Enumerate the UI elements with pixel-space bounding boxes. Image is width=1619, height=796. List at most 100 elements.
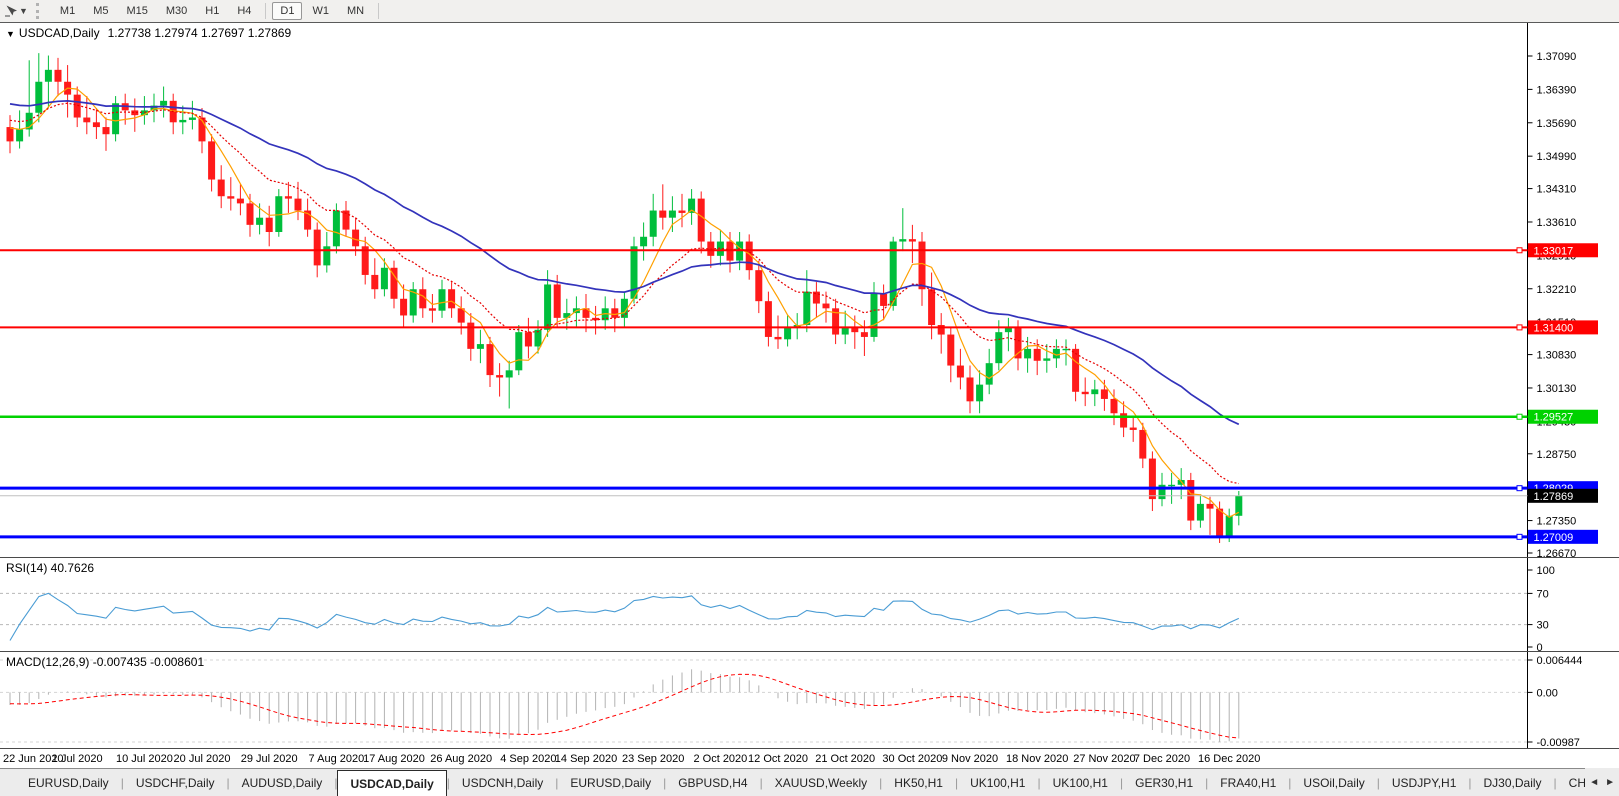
rsi-plot[interactable]: 100 70 30 0 [0,558,1619,651]
candle-body [428,308,436,311]
candle-body [1043,358,1051,361]
candle-body [6,127,14,142]
candle-body [966,377,974,402]
chart-tab-USDCHF-Daily[interactable]: USDCHF,Daily [135,775,215,790]
chart-tab-AUDUSD-Daily[interactable]: AUDUSD,Daily [241,775,323,790]
candle-body [553,284,561,318]
candle-body [25,112,33,130]
candle-body [371,274,379,290]
symbol-dropdown-icon[interactable]: ▼ [6,29,15,39]
candle-body [985,363,993,385]
candle-body [1196,503,1204,521]
rsi-indicator-panel[interactable]: RSI(14) 40.7626 100 70 30 0 [0,557,1619,652]
chart-tab-USOil-Daily[interactable]: USOil,Daily [1303,775,1365,790]
candle-body [112,103,120,135]
timeframe-button-MN[interactable]: MN [346,5,365,17]
chart-tab-USDJPY-H1[interactable]: USDJPY,H1 [1391,775,1457,790]
timeframe-button-M1[interactable]: M1 [59,5,76,17]
candle-body [755,270,763,302]
macd-indicator-panel[interactable]: MACD(12,26,9) -0.007435 -0.008601 0.0064… [0,651,1619,749]
crosshair-tool-icon[interactable] [4,4,18,18]
candle-body [496,375,504,378]
chart-tab-XAUUSD-Weekly[interactable]: XAUUSD,Weekly [774,775,868,790]
chart-tab-UK100-H1[interactable]: UK100,H1 [1052,775,1108,790]
chart-tab-EURUSD-Daily[interactable]: EURUSD,Daily [28,775,109,790]
chart-tab-UK100-H1[interactable]: UK100,H1 [970,775,1026,790]
candle-body [1139,429,1147,459]
timeframe-button-W1[interactable]: W1 [312,5,329,17]
candle-body [1148,458,1156,500]
price-line-label-box [1528,243,1598,258]
candle-body [649,210,657,237]
time-axis-label: 1 Jul 2020 [51,753,103,765]
timeframe-button-M5[interactable]: M5 [93,5,109,17]
candle-body [1110,398,1118,414]
candle-body [601,308,609,321]
chart-tab-GBPUSD-H4[interactable]: GBPUSD,H4 [678,775,748,790]
price-tick-label: 1.30830 [1537,350,1577,362]
chart-tab-DJ30-Daily[interactable]: DJ30,Daily [1483,775,1542,790]
line-handle[interactable] [1516,533,1523,540]
chart-tab-HK50-H1[interactable]: HK50,H1 [894,775,943,790]
time-axis-label: 14 Sep 2020 [554,753,618,765]
chart-tab-USDCAD-Daily[interactable]: USDCAD,Daily [337,770,447,796]
candle-body [304,210,312,230]
main-price-chart[interactable]: ▼ USDCAD,Daily 1.27738 1.27974 1.27697 1.2… [0,23,1619,557]
candle-body [35,81,43,113]
candlestick-plot[interactable]: 1.37090 1.36390 1.35690 1.34990 1.34310 1.336… [0,23,1619,557]
line-handle[interactable] [1516,247,1523,254]
price-line-label: 1.31400 [1534,322,1574,334]
candle-body [150,105,158,111]
candle-body [563,313,571,318]
candle-body [1072,348,1080,392]
line-handle[interactable] [1516,485,1523,492]
macd-plot[interactable]: 0.006444 0.00 -0.00987 [0,652,1619,748]
candle-body [630,246,638,299]
candle-body [284,196,292,199]
candle-body [294,198,302,211]
candle-body [246,203,254,225]
timeframe-button-H1[interactable]: H1 [205,5,220,17]
tab-scrollers: ◄ ► [1585,768,1619,796]
toolbar-separator [378,3,380,19]
tab-separator: | [1119,775,1124,790]
candle-body [1158,484,1166,500]
chart-tab-USDCNH-Daily[interactable]: USDCNH,Daily [461,775,544,790]
line-handle[interactable] [1516,324,1523,331]
chart-tab-EURUSD-Daily[interactable]: EURUSD,Daily [570,775,652,790]
tab-scroll-right-icon[interactable]: ► [1605,776,1615,788]
time-axis-label: 9 Nov 2020 [941,753,999,765]
price-tick-label: 1.28750 [1537,449,1577,461]
rsi-tick-label: 30 [1537,620,1549,632]
candle-body [467,322,475,349]
toolbar-dropdown-icon[interactable]: ▼ [19,6,28,16]
candle-body [659,210,667,218]
timeframe-button-M30[interactable]: M30 [165,5,188,17]
candle-body [688,198,696,213]
candle-body [352,229,360,247]
timeframe-button-M15[interactable]: M15 [126,5,148,17]
tab-scroll-left-icon[interactable]: ◄ [1589,776,1600,788]
time-axis-label: 23 Sep 2020 [621,753,685,765]
chart-title: ▼ USDCAD,Daily 1.27738 1.27974 1.27697 1.2… [6,26,291,40]
chart-tab-GER30-H1[interactable]: GER30,H1 [1135,775,1194,790]
chart-symbol-label: USDCAD,Daily [18,26,100,40]
time-axis-label: 27 Nov 2020 [1073,753,1136,765]
candle-body [880,294,888,306]
chart-tab-FRA40-H1[interactable]: FRA40,H1 [1220,775,1277,790]
macd-label: MACD(12,26,9) -0.007435 -0.008601 [6,655,205,669]
toolbar-grip[interactable] [35,3,43,19]
timeframe-button-H4[interactable]: H4 [237,5,252,17]
time-axis-label: 26 Aug 2020 [430,753,493,765]
candle-body [995,332,1003,364]
candle-body [1206,503,1214,509]
candle-body [1033,348,1041,361]
candle-body [899,239,907,242]
line-handle[interactable] [1516,413,1523,420]
candle-body [534,329,542,347]
candle-body [889,241,897,306]
timeframe-button-D1[interactable]: D1 [272,2,303,20]
candle-body [1052,348,1060,359]
chart-ohlc-values: 1.27738 1.27974 1.27697 1.27869 [107,26,292,40]
